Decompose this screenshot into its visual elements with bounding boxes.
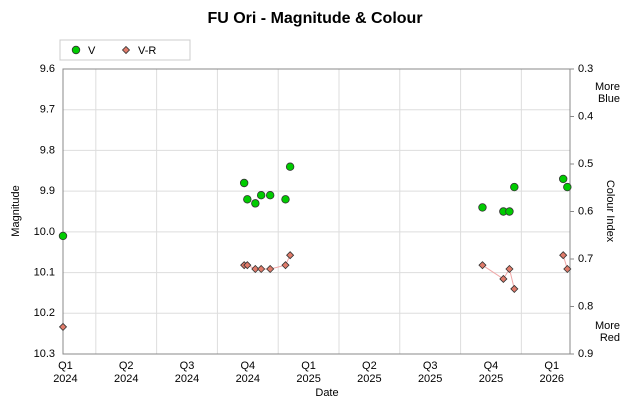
x-tick-line: Q2 [362,360,377,372]
x-tick-line: Q1 [544,360,559,372]
plot-area [63,69,570,354]
x-tick-label: Q1 2026 [540,360,564,385]
x-tick-line: 2026 [540,373,564,385]
x-tick-line: 2024 [53,373,77,385]
data-point [505,264,514,274]
y2-note-line: More [595,81,620,93]
legend-marker [71,45,81,55]
x-tick-line: Q3 [180,360,195,372]
y2-note-line: Blue [598,93,620,105]
y-axis-title: Magnitude [10,185,22,236]
data-point [251,264,260,274]
y-tick-label: 10.3 [34,348,55,360]
x-tick-line: Q1 [58,360,73,372]
x-tick-label: Q1 2025 [296,360,320,385]
x-tick-line: 2025 [418,373,442,385]
data-point [563,182,572,192]
x-tick-line: 2025 [296,373,320,385]
x-tick-label: Q2 2024 [114,360,138,385]
x-tick-line: Q4 [484,360,499,372]
data-point [257,264,266,274]
x-tick-line: Q3 [423,360,438,372]
y-tick-label: 9.8 [40,144,55,156]
y2-note-line: Red [600,332,620,344]
y-tick-label: 9.9 [40,185,55,197]
data-point [478,261,487,270]
y-tick-label: 9.6 [40,63,55,75]
x-tick-label: Q2 2025 [357,360,381,385]
data-point [286,251,295,260]
y2-axis-title: Colour Index [604,180,616,243]
data-point [510,182,519,192]
data-point [510,284,519,293]
data-point [58,231,68,241]
data-point [478,203,487,212]
data-point [239,178,249,188]
x-tick-line: Q1 [301,360,316,372]
x-tick-label: Q3 2025 [418,360,442,385]
chart-title: FU Ori - Magnitude & Colour [207,10,422,27]
y2-note-line: More [595,320,620,332]
y2-tick-label: 0.7 [578,253,593,265]
legend-label: V [88,45,96,57]
y-tick-label: 10.2 [34,307,55,319]
x-tick-label: Q4 2025 [479,360,503,385]
data-point [559,251,568,260]
legend-label: V-R [138,45,156,57]
y-tick-label: 10.0 [34,226,55,238]
data-point [563,264,572,274]
plot-frame [62,68,571,355]
y2-tick-label: 0.9 [578,348,593,360]
y2-tick-label: 0.6 [578,205,593,217]
y2-tick-label: 0.5 [578,158,593,170]
data-point [265,191,275,200]
data-point [58,322,68,331]
x-tick-line: 2024 [236,373,260,385]
data-point [256,191,266,200]
y2-tick-label: 0.8 [578,300,593,312]
x-axis-title: Date [315,387,338,399]
x-tick-line: 2024 [114,373,138,385]
data-point [285,162,295,171]
x-tick-label: Q4 2024 [236,360,260,385]
y2-note: More Blue [595,81,620,105]
data-point [505,207,514,216]
x-tick-line: 2025 [357,373,381,385]
data-point [499,274,508,284]
data-point [243,195,252,204]
x-tick-label: Q3 2024 [175,360,199,385]
y2-tick-label: 0.4 [578,110,593,122]
y-tick-label: 10.1 [34,266,55,278]
y2-tick-label: 0.3 [578,63,593,75]
data-point [281,195,290,204]
data-point [251,199,260,208]
data-point [281,261,290,270]
x-tick-line: Q2 [119,360,134,372]
data-point [558,174,568,184]
y2-note: More Red [595,320,620,344]
legend-marker [121,45,131,55]
x-tick-label: Q1 2024 [53,360,77,385]
x-tick-line: 2024 [175,373,199,385]
data-point [266,264,275,274]
x-tick-line: 2025 [479,373,503,385]
x-tick-line: Q4 [240,360,255,372]
data-point [243,261,252,270]
y-tick-label: 9.7 [40,104,55,116]
